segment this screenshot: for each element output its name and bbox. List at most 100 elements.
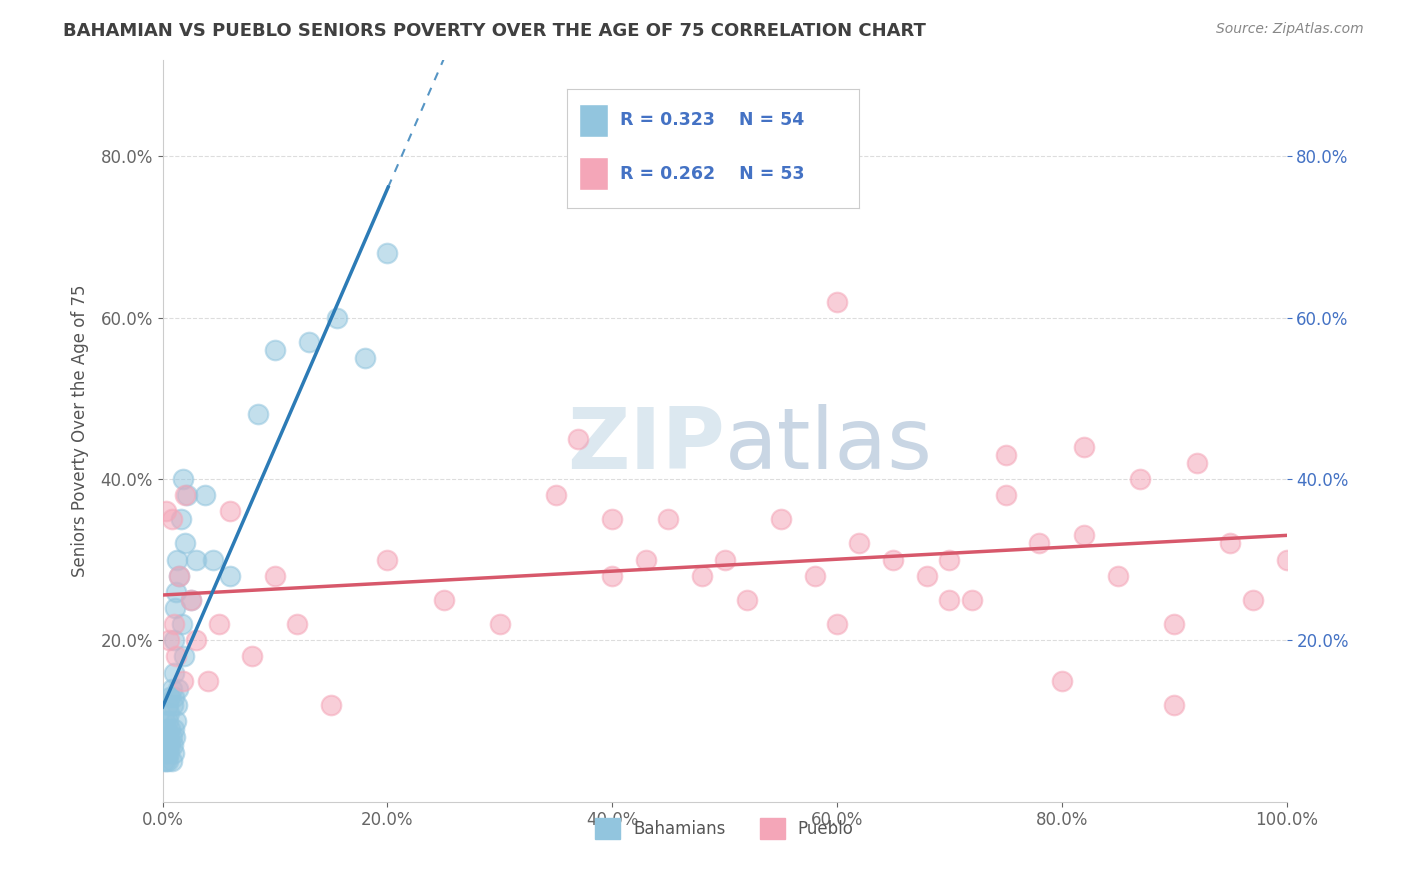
Point xyxy=(1241,593,1264,607)
Point xyxy=(769,512,792,526)
Point xyxy=(180,593,202,607)
Point xyxy=(219,504,242,518)
Point xyxy=(163,601,186,615)
Point xyxy=(657,512,679,526)
Point xyxy=(157,738,180,752)
Point xyxy=(882,552,904,566)
Point xyxy=(634,552,657,566)
Point xyxy=(432,593,454,607)
Point xyxy=(172,673,194,688)
Point xyxy=(162,738,184,752)
Point xyxy=(994,488,1017,502)
Point xyxy=(208,617,231,632)
Point xyxy=(326,310,349,325)
Point xyxy=(163,665,186,680)
Point xyxy=(219,568,242,582)
Point xyxy=(165,714,187,728)
Point xyxy=(157,730,180,744)
Point xyxy=(377,552,399,566)
Point xyxy=(163,746,186,760)
Point xyxy=(321,698,343,712)
Point xyxy=(287,617,309,632)
Point xyxy=(247,408,270,422)
Point xyxy=(1107,568,1129,582)
Point xyxy=(735,593,758,607)
Point xyxy=(159,722,181,736)
Point xyxy=(165,585,187,599)
Point xyxy=(1073,528,1095,542)
Point xyxy=(713,552,735,566)
Point xyxy=(1219,536,1241,550)
Point xyxy=(186,552,208,566)
Point xyxy=(160,512,183,526)
Point xyxy=(825,294,848,309)
Y-axis label: Seniors Poverty Over the Age of 75: Seniors Poverty Over the Age of 75 xyxy=(72,285,89,577)
Point xyxy=(169,568,191,582)
Point xyxy=(377,246,399,260)
Point xyxy=(160,754,183,768)
Point xyxy=(1163,617,1185,632)
Point xyxy=(167,681,190,696)
Point xyxy=(1163,698,1185,712)
Point xyxy=(264,343,287,357)
Point xyxy=(159,690,181,704)
Text: Source: ZipAtlas.com: Source: ZipAtlas.com xyxy=(1216,22,1364,37)
Point xyxy=(197,673,219,688)
Point xyxy=(160,730,183,744)
Point xyxy=(155,738,177,752)
Text: atlas: atlas xyxy=(724,404,932,487)
Point xyxy=(166,698,188,712)
Point xyxy=(156,746,179,760)
Point xyxy=(157,754,180,768)
Point xyxy=(163,617,186,632)
Point xyxy=(155,504,177,518)
Point xyxy=(166,552,188,566)
Point xyxy=(600,512,623,526)
Point xyxy=(825,617,848,632)
Point xyxy=(298,334,321,349)
Point xyxy=(938,552,960,566)
Text: ZIP: ZIP xyxy=(567,404,724,487)
Point xyxy=(567,432,589,446)
Point xyxy=(848,536,870,550)
Point xyxy=(176,488,198,502)
Point xyxy=(938,593,960,607)
Point xyxy=(803,568,825,582)
Point xyxy=(180,593,202,607)
Point xyxy=(163,722,186,736)
Point xyxy=(155,754,177,768)
Point xyxy=(264,568,287,582)
Point xyxy=(202,552,225,566)
Point xyxy=(165,649,187,664)
Point xyxy=(153,714,176,728)
Point xyxy=(1050,673,1073,688)
Point xyxy=(1129,472,1152,486)
Point xyxy=(488,617,510,632)
Point xyxy=(544,488,567,502)
Point xyxy=(159,738,181,752)
Point xyxy=(172,472,194,486)
Point xyxy=(169,512,191,526)
Point xyxy=(155,722,177,736)
Point xyxy=(157,698,180,712)
Point xyxy=(163,633,186,648)
Point xyxy=(152,730,174,744)
Point xyxy=(174,488,197,502)
Point xyxy=(690,568,713,582)
Point xyxy=(162,698,184,712)
Point xyxy=(354,351,377,365)
Point xyxy=(152,754,174,768)
Point xyxy=(163,690,186,704)
Legend: Bahamians, Pueblo: Bahamians, Pueblo xyxy=(589,812,860,846)
Point xyxy=(174,536,197,550)
Point xyxy=(156,730,179,744)
Point xyxy=(1275,552,1298,566)
Point xyxy=(994,448,1017,462)
Point xyxy=(600,568,623,582)
Point xyxy=(194,488,217,502)
Point xyxy=(157,706,180,720)
Point xyxy=(1073,440,1095,454)
Point xyxy=(157,633,180,648)
Point xyxy=(163,730,186,744)
Point xyxy=(173,649,195,664)
